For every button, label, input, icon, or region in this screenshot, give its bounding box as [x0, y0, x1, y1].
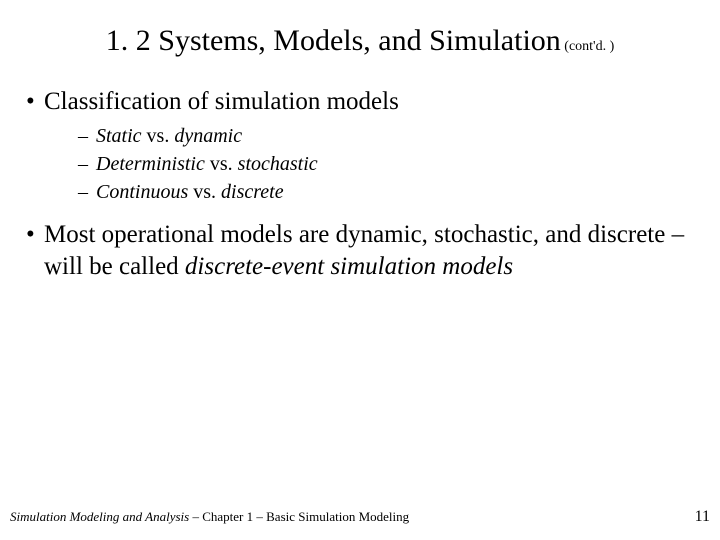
bullet-item: Classification of simulation models Stat…: [26, 86, 696, 205]
bullet-text: Classification of simulation models: [44, 88, 399, 115]
bullet-item: Most operational models are dynamic, sto…: [26, 219, 696, 282]
slide: 1. 2 Systems, Models, and Simulation (co…: [0, 0, 720, 540]
sub-bullet-item: Continuous vs. discrete: [44, 179, 696, 205]
sub-suffix: stochastic: [238, 153, 318, 175]
footer-source-ital: Simulation Modeling and Analysis –: [10, 509, 199, 524]
sub-suffix: dynamic: [174, 125, 242, 147]
sub-prefix: Deterministic: [96, 153, 205, 175]
bullet-list: Classification of simulation models Stat…: [24, 86, 696, 282]
page-number: 11: [695, 508, 710, 526]
sub-bullet-item: Static vs. dynamic: [44, 123, 696, 149]
bullet-text-ital: discrete-event simulation models: [185, 253, 513, 280]
sub-middle: vs.: [188, 181, 221, 203]
footer-left: Simulation Modeling and Analysis – Chapt…: [10, 509, 409, 525]
slide-title: 1. 2 Systems, Models, and Simulation (co…: [24, 24, 696, 58]
sub-prefix: Static: [96, 125, 142, 147]
sub-suffix: discrete: [221, 181, 284, 203]
footer-source-rest: Chapter 1 – Basic Simulation Modeling: [199, 509, 409, 524]
sub-middle: vs.: [205, 153, 238, 175]
sub-bullet-list: Static vs. dynamic Deterministic vs. sto…: [44, 123, 696, 205]
sub-bullet-item: Deterministic vs. stochastic: [44, 151, 696, 177]
sub-prefix: Continuous: [96, 181, 188, 203]
title-suffix: (cont'd. ): [561, 39, 614, 54]
title-main: 1. 2 Systems, Models, and Simulation: [106, 24, 561, 57]
sub-middle: vs.: [142, 125, 175, 147]
footer: Simulation Modeling and Analysis – Chapt…: [10, 508, 710, 526]
